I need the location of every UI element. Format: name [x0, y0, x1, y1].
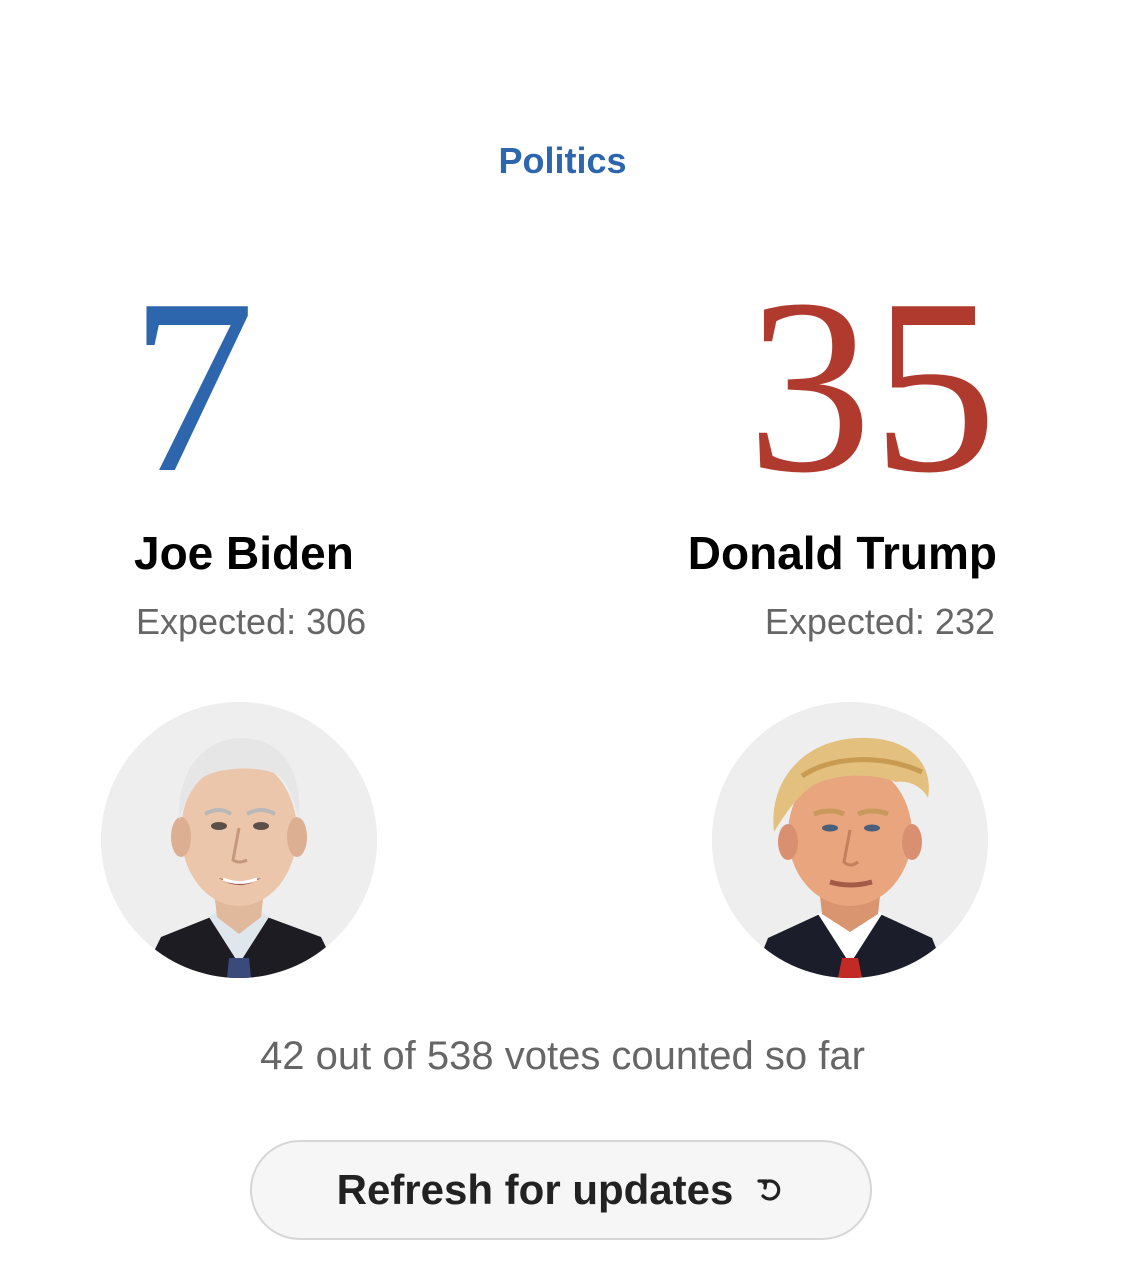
biden-portrait-icon — [101, 702, 377, 978]
biden-name: Joe Biden — [134, 527, 354, 579]
trump-portrait — [712, 702, 988, 978]
biden-portrait — [101, 702, 377, 978]
trump-electoral-count: 35 — [747, 248, 997, 525]
refresh-button[interactable]: Refresh for updates — [250, 1140, 872, 1240]
refresh-icon — [755, 1175, 785, 1205]
biden-electoral-count: 7 — [130, 248, 255, 525]
trump-name: Donald Trump — [687, 527, 997, 579]
trump-portrait-icon — [712, 702, 988, 978]
biden-expected: Expected: 306 — [136, 601, 367, 642]
trump-expected: Expected: 232 — [764, 601, 995, 642]
refresh-button-label: Refresh for updates — [336, 1166, 734, 1213]
votes-counted-summary: 42 out of 538 votes counted so far — [260, 1034, 865, 1078]
section-label[interactable]: Politics — [498, 140, 627, 181]
